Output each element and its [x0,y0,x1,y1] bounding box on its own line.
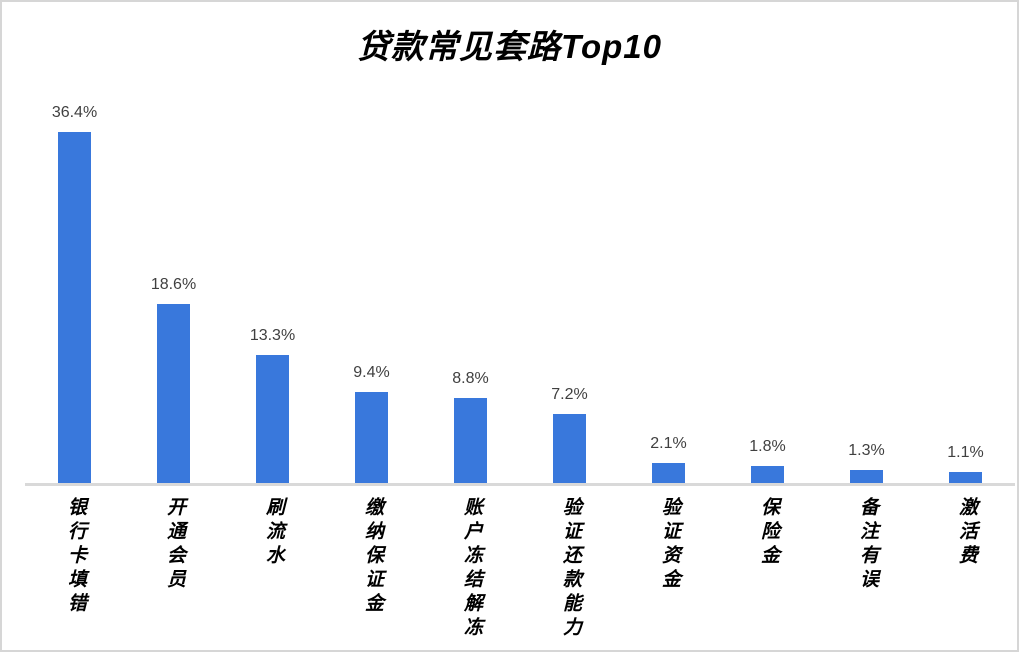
category-label: 开通会员 [163,497,185,593]
bar [949,472,982,483]
bar-column: 2.1% [619,88,718,483]
bar [355,392,388,483]
category-cell: 验证资金 [619,497,718,641]
bar-column: 18.6% [124,88,223,483]
bar-value-label: 1.3% [848,442,885,459]
bar-column: 13.3% [223,88,322,483]
bar-value-label: 1.1% [947,444,984,461]
bar-value-label: 1.8% [749,438,786,455]
bar-value-label: 36.4% [51,104,98,121]
category-cell: 账户冻结解冻 [421,497,520,641]
bar [751,466,784,483]
category-cell: 备注有误 [817,497,916,641]
bar-value-label: 9.4% [353,364,390,381]
category-cell: 银行卡填错 [25,497,124,641]
bar [256,355,289,483]
category-axis: 银行卡填错 开通会员 刷流水 缴纳保证金 账户冻结解冻 验证还款能力 验证资金 保险金 备注有误… [25,486,1015,641]
category-label: 验证还款能力 [559,497,581,641]
category-label: 验证资金 [658,497,680,593]
bar-value-label: 2.1% [650,435,687,452]
bar-value-label: 13.3% [249,327,296,344]
category-cell: 缴纳保证金 [322,497,421,641]
category-label: 银行卡填错 [64,497,86,617]
bar [454,398,487,483]
category-label: 缴纳保证金 [361,497,383,617]
category-cell: 保险金 [718,497,817,641]
bar-column: 9.4% [322,88,421,483]
category-label: 账户冻结解冻 [460,497,482,641]
category-cell: 开通会员 [124,497,223,641]
bar-column: 1.8% [718,88,817,483]
bar [58,132,91,483]
category-label: 激活费 [955,497,977,569]
plot-area: 36.4% 18.6% 13.3% 9.4% 8.8% 7.2% 2.1% 1.8% 1.3% 1… [25,88,1015,641]
bars-row: 36.4% 18.6% 13.3% 9.4% 8.8% 7.2% 2.1% 1.8% 1.3% 1… [25,88,1015,486]
bar [652,463,685,483]
chart-title: 贷款常见套路Top10 [357,28,662,65]
bar-value-label: 7.2% [551,386,588,403]
bar [850,470,883,483]
bar-value-label: 18.6% [150,276,197,293]
bar [553,414,586,483]
category-label: 备注有误 [856,497,878,593]
category-cell: 激活费 [916,497,1015,641]
bar-column: 1.3% [817,88,916,483]
bar-column: 7.2% [520,88,619,483]
bar [157,304,190,483]
category-label: 刷流水 [262,497,284,569]
bar-column: 36.4% [25,88,124,483]
category-cell: 刷流水 [223,497,322,641]
bar-column: 1.1% [916,88,1015,483]
category-cell: 验证还款能力 [520,497,619,641]
bar-value-label: 8.8% [452,370,489,387]
category-label: 保险金 [757,497,779,569]
bar-column: 8.8% [421,88,520,483]
